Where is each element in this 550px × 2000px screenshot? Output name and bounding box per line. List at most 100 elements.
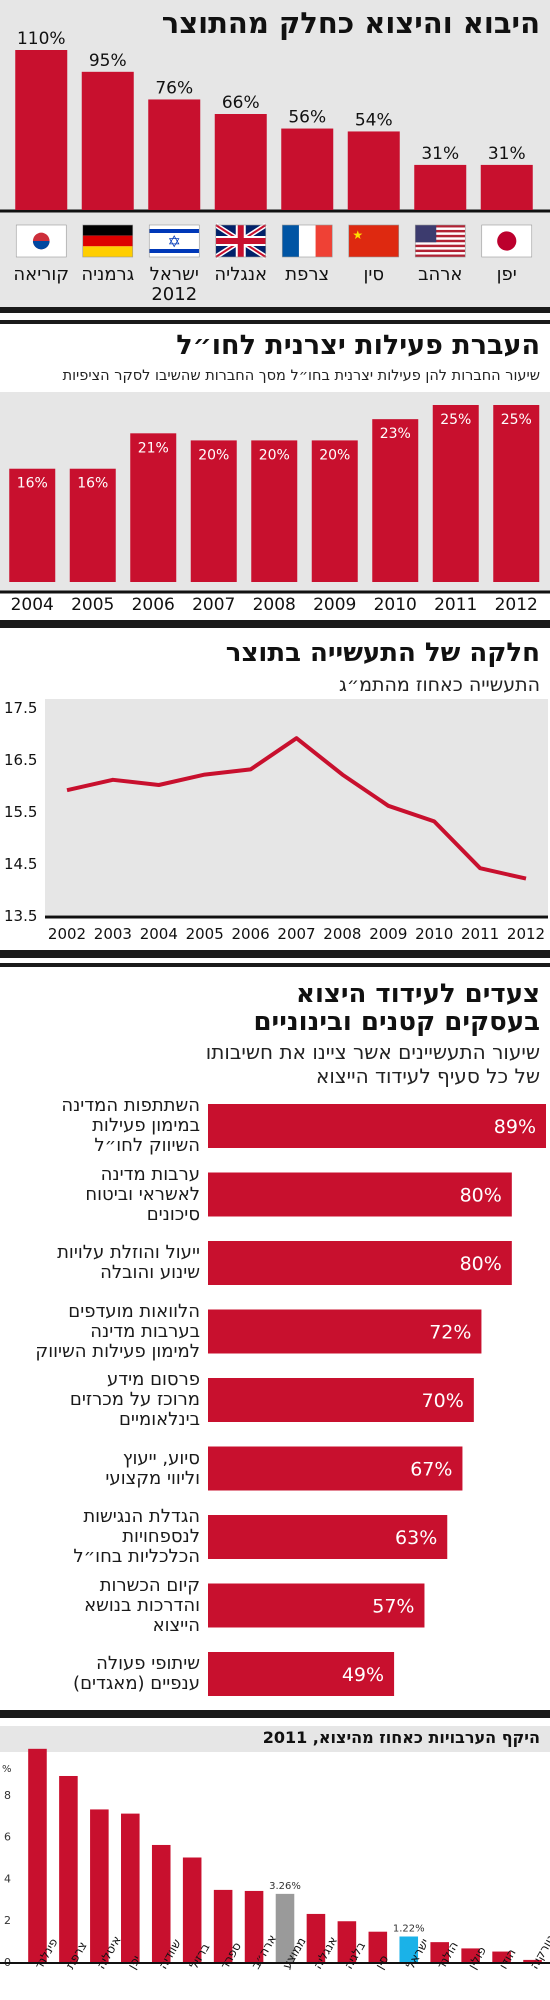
bar [244, 1890, 264, 1962]
y-tick-label: 17.5 [4, 699, 37, 717]
data-label: 25% [501, 412, 532, 428]
tick-label: 2005 [71, 595, 114, 615]
bar [372, 419, 419, 582]
data-label: 20% [259, 447, 290, 463]
category-label: פרסום מידע מרוכז על מכרזים בינלאומיים [69, 1369, 200, 1430]
bar [90, 1809, 109, 1962]
category-label: ייעול והוזלת עלויות שינוע והובלה [57, 1242, 200, 1283]
bar [208, 1515, 448, 1559]
tick-label: קוריאה [13, 264, 69, 285]
china-flag-icon: ★ [348, 224, 400, 258]
tick-label: ישראל [150, 264, 199, 285]
category-label: השתתפות המדינה במימון פעילות השיווק לחו״… [61, 1095, 200, 1156]
bar [214, 114, 267, 210]
data-label: 76% [155, 78, 193, 98]
category-label: סיוע, ייעוץ וליווי מקצועי [105, 1447, 200, 1489]
bar [281, 128, 334, 210]
tick-label: 2004 [11, 595, 54, 615]
x-tick-label: 2007 [277, 925, 315, 943]
tick-label: 2006 [132, 595, 175, 615]
x-tick-label: 2009 [369, 925, 407, 943]
export-steps-panel: צעדים לעידוד היצוא בעסקים קטנים ובינוניי… [0, 968, 550, 1708]
bar [251, 440, 298, 582]
bar [208, 1309, 482, 1354]
data-label: 54% [355, 110, 393, 130]
guarantees-panel: היקף הערבויות כאחוז מהיצוא, 2011 %02468פ… [0, 1722, 550, 2000]
industry-share-title: חלקה של התעשייה בתוצר [225, 638, 540, 668]
x-tick-label: 2005 [186, 925, 224, 943]
data-label: 67% [410, 1459, 452, 1481]
x-tick-label: 2008 [323, 925, 361, 943]
category-label: הלוואות מועדפים בערבות מדינה למימון פעיל… [35, 1300, 200, 1362]
x-tick-label: 2004 [140, 925, 178, 943]
tick-label-year: 2012 [151, 284, 197, 305]
japan-flag-icon [481, 224, 533, 258]
bar [311, 440, 358, 582]
y-tick-label: 15.5 [4, 803, 37, 821]
bar [208, 1652, 395, 1696]
y-tick-label: 16.5 [4, 751, 37, 769]
bar [493, 405, 540, 582]
tick-label: אנגליה [214, 264, 267, 285]
uk-flag-icon [214, 222, 268, 260]
bar [208, 1583, 425, 1628]
bar [337, 1921, 357, 1962]
bar [148, 99, 201, 210]
bar [81, 71, 134, 211]
x-tick-label: 2010 [415, 925, 453, 943]
data-label: 31% [488, 144, 526, 164]
bar [399, 1936, 419, 1962]
data-label: 80% [460, 1253, 502, 1275]
tick-label: צרפת [285, 264, 329, 285]
data-label: 49% [342, 1664, 384, 1686]
bar [414, 164, 467, 210]
tick-label: 2010 [374, 595, 417, 615]
bar [208, 1104, 546, 1148]
export-steps-title-1: צעדים לעידוד היצוא [296, 979, 540, 1009]
industry-share-chart: 17.5 16.5 15.5 14.5 13.5 2002 2003 2004 2005 2006… [4, 699, 548, 943]
data-label: 110% [17, 29, 66, 49]
production-abroad-chart: 16% 2004 16% 2005 21% 2006 20% 2007 20% 2008 20% 20… [0, 405, 550, 615]
industry-share-panel: חלקה של התעשייה בתוצר התעשייה כאחוז מהתמ… [0, 630, 550, 950]
data-label: 21% [138, 440, 169, 456]
data-label: 80% [460, 1185, 502, 1207]
production-abroad-subtitle: שיעור החברות להן פעילות יצרנית בחו״ל מסך… [62, 368, 540, 384]
bar [523, 1959, 542, 1962]
bar [151, 1844, 171, 1962]
divider [0, 620, 550, 628]
bar [432, 405, 479, 582]
y-tick-label: 8 [4, 1789, 11, 1802]
divider [0, 1710, 550, 1718]
production-abroad-panel: העברת פעילות יצרנית לחו״ל שיעור החברות ל… [0, 320, 550, 620]
bar [208, 1241, 512, 1285]
imports-exports-panel: היבוא והיצוא כחלק מהתוצר 110% קוריאה 95% גר… [0, 0, 550, 312]
data-label: 1.22% [393, 1924, 425, 1935]
bar [190, 440, 237, 582]
divider [0, 963, 550, 967]
tick-label: פולין [465, 1944, 489, 1971]
bar [69, 468, 116, 582]
svg-text:★: ★ [352, 228, 363, 242]
tick-label: 2011 [434, 595, 477, 615]
bar [208, 1378, 474, 1422]
bar [28, 1748, 47, 1962]
imports-exports-title: היבוא והיצוא כחלק מהתוצר [161, 6, 540, 40]
bar [9, 468, 56, 582]
germany-flag-icon [82, 224, 134, 258]
bar [208, 1172, 512, 1217]
data-label: 20% [198, 447, 229, 463]
production-abroad-title: העברת פעילות יצרנית לחו״ל [176, 330, 540, 361]
data-label: 70% [422, 1390, 464, 1412]
guarantees-title-bar [0, 1726, 550, 1752]
bar [306, 1913, 326, 1962]
tick-label: הודו [496, 1946, 519, 1971]
korea-flag-icon [15, 224, 67, 258]
divider [0, 307, 550, 313]
data-label: 3.26% [269, 1881, 301, 1892]
data-label: 57% [372, 1596, 414, 1618]
y-tick-label: 14.5 [4, 855, 37, 873]
data-label: 89% [494, 1116, 536, 1138]
israel-flag-icon: ✡ [148, 224, 200, 258]
tick-label: 2009 [313, 595, 356, 615]
